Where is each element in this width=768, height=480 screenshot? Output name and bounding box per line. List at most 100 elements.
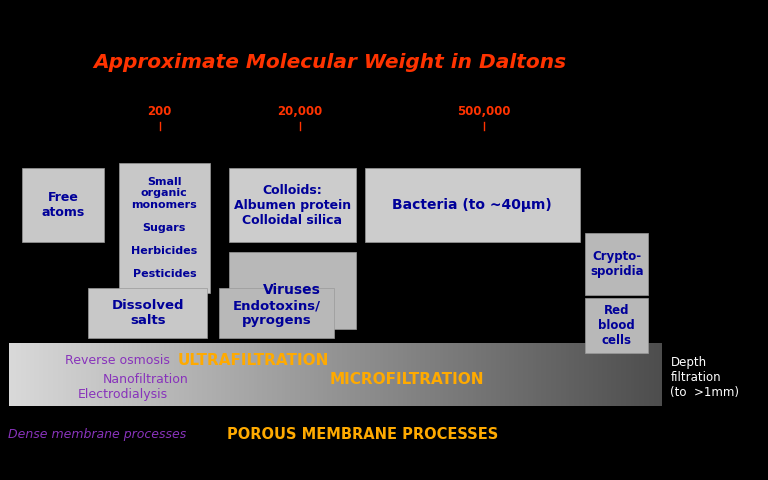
Bar [521,343,524,406]
Bar [456,343,458,406]
Bar [70,343,71,406]
Bar [620,343,621,406]
Bar [115,343,118,406]
Bar [269,343,271,406]
Bar [184,343,186,406]
Bar [83,343,84,406]
Bar [352,343,354,406]
Bar [383,343,385,406]
Bar [119,163,210,293]
Bar [73,343,75,406]
Bar [272,343,274,406]
Bar [331,343,333,406]
Bar [389,343,392,406]
Bar [616,343,618,406]
Bar [485,343,488,406]
Bar [355,343,357,406]
Bar [388,343,390,406]
Bar [177,343,179,406]
Bar [510,343,512,406]
Bar [300,343,302,406]
Bar [556,343,558,406]
Bar [481,343,483,406]
Bar [508,343,511,406]
Bar [386,343,388,406]
Bar [140,343,142,406]
Bar [166,343,168,406]
Bar [210,343,212,406]
Text: 200: 200 [147,105,172,118]
Bar [392,343,395,406]
Bar [597,343,599,406]
Bar [174,343,176,406]
Bar [442,343,444,406]
Bar [18,343,19,406]
Bar [571,343,573,406]
Bar [288,343,290,406]
Bar [102,343,104,406]
Bar [430,343,432,406]
Bar [186,343,187,406]
Bar [88,343,90,406]
Bar [223,343,225,406]
Bar [253,343,254,406]
Text: Crypto-
sporidia: Crypto- sporidia [590,250,644,278]
Bar [458,343,460,406]
Bar [219,288,334,338]
Bar [303,343,305,406]
Bar [613,343,615,406]
Bar [554,343,556,406]
Bar [394,343,396,406]
Bar [657,343,659,406]
Bar [621,343,623,406]
Bar [38,343,41,406]
Bar [195,343,197,406]
Bar [419,343,421,406]
Bar [637,343,640,406]
Bar [363,343,366,406]
Bar [590,343,592,406]
Bar [633,343,634,406]
Bar [507,343,509,406]
Text: Reverse osmosis: Reverse osmosis [65,354,170,368]
Bar [476,343,478,406]
Bar [559,343,561,406]
Bar [208,343,210,406]
Bar [160,343,161,406]
Bar [247,343,250,406]
Bar [437,343,439,406]
Bar [182,343,184,406]
Bar [525,343,527,406]
Bar [536,343,538,406]
Bar [276,343,279,406]
Bar [337,343,339,406]
Bar [138,343,140,406]
Bar [324,343,326,406]
Bar [608,343,610,406]
Bar [37,343,39,406]
Bar [151,343,153,406]
Bar [280,343,282,406]
Bar [112,343,114,406]
Bar [101,343,103,406]
Bar [260,343,263,406]
Bar [601,343,604,406]
Text: Free
atoms: Free atoms [41,191,84,219]
Bar [19,343,21,406]
Bar [194,343,196,406]
Bar [207,343,209,406]
Bar [40,343,42,406]
Bar [541,343,543,406]
Bar [488,343,489,406]
Bar [472,343,475,406]
Bar [14,343,16,406]
Bar [240,343,241,406]
Bar [51,343,54,406]
Bar [135,343,137,406]
Bar [323,343,325,406]
Bar [610,343,612,406]
Bar [141,343,144,406]
Bar [117,343,119,406]
Bar [362,343,364,406]
Bar [205,343,207,406]
